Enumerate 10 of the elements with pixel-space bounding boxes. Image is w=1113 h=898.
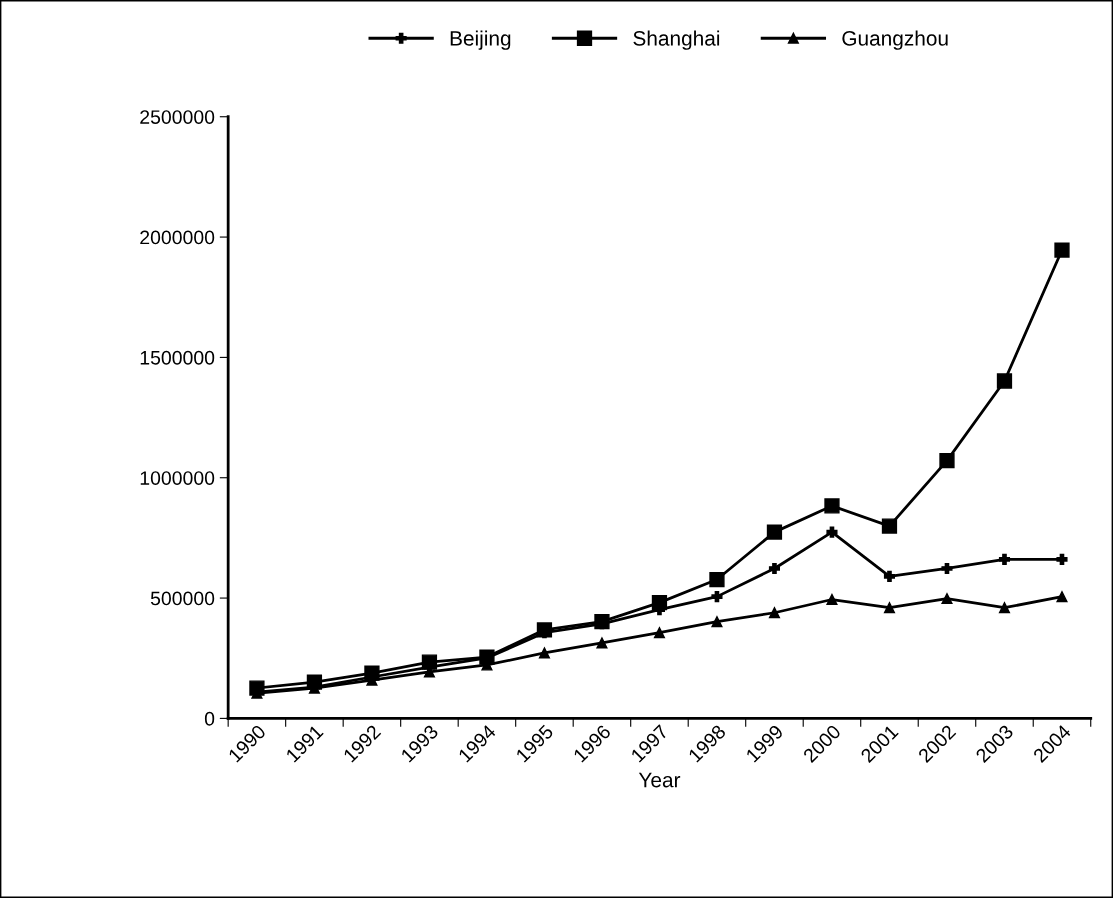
y-tick-label: 2000000 <box>140 230 215 245</box>
y-tick-label: 0 <box>204 711 215 726</box>
y-tick-label: 2500000 <box>140 110 215 124</box>
legend-label: Shanghai <box>633 30 720 50</box>
legend-label: Guangzhou <box>842 30 948 50</box>
legend-label: Beijing <box>450 30 511 50</box>
y-tick-label: 1500000 <box>140 350 215 365</box>
y-tick-label: 500000 <box>150 591 215 606</box>
x-axis-title: Year <box>638 772 681 788</box>
y-tick-label: 1000000 <box>140 471 215 485</box>
